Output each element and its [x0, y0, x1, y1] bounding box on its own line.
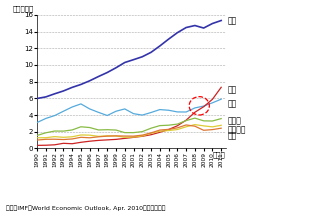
Text: 米国: 米国	[227, 16, 237, 25]
Text: （兆ドル）: （兆ドル）	[13, 6, 34, 12]
Text: フランス: フランス	[227, 126, 246, 135]
Text: 英国: 英国	[227, 131, 237, 140]
Text: 中国: 中国	[227, 85, 237, 94]
Text: （年）: （年）	[213, 151, 226, 158]
Text: 日本: 日本	[227, 100, 237, 109]
Text: ドイツ: ドイツ	[227, 117, 241, 126]
Text: 資料：IMF「World Economic Outlook, Apr. 2010」から作成。: 資料：IMF「World Economic Outlook, Apr. 2010…	[6, 205, 166, 211]
